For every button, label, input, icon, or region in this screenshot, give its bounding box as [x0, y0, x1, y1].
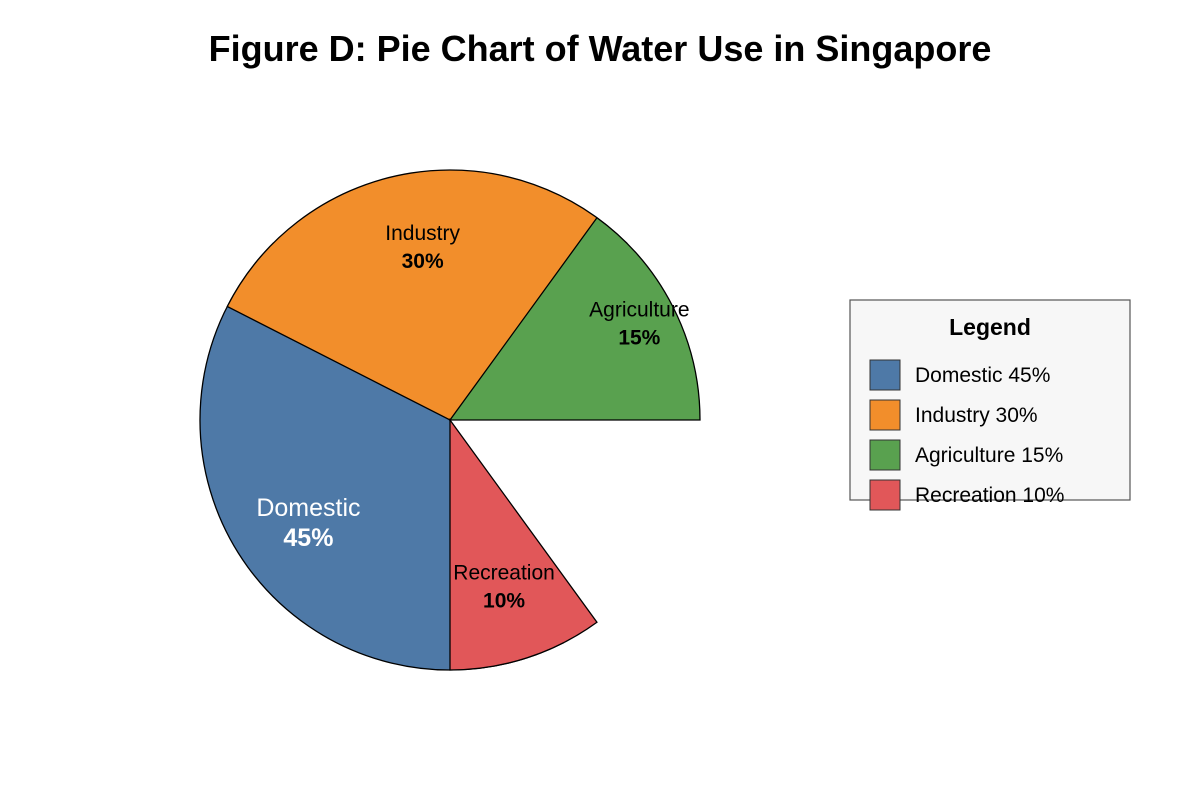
legend-title: Legend	[949, 314, 1031, 340]
slice-label-agriculture: Agriculture	[589, 299, 689, 322]
legend-label-agriculture: Agriculture 15%	[915, 444, 1063, 467]
slice-value-recreation: 10%	[483, 589, 525, 612]
chart-title: Figure D: Pie Chart of Water Use in Sing…	[209, 28, 992, 69]
legend-swatch-domestic	[869, 359, 901, 391]
pie-slice-recreation	[449, 417, 598, 671]
legend-label-recreation: Recreation 10%	[915, 484, 1064, 507]
legend: Legend Domestic 45% Industry 30% Agricultu…	[849, 299, 1131, 511]
slice-value-industry: 30%	[402, 250, 444, 273]
legend-label-domestic: Domestic 45%	[915, 364, 1050, 387]
slice-label-recreation: Recreation	[453, 561, 555, 584]
pie-slices	[199, 169, 701, 671]
slice-label-industry: Industry	[385, 222, 460, 245]
legend-label-industry: Industry 30%	[915, 404, 1038, 427]
slice-value-domestic: 45%	[283, 524, 333, 552]
pie-slice-agriculture	[448, 216, 701, 421]
legend-items: Domestic 45% Industry 30% Agriculture 15% R…	[869, 359, 1064, 511]
slice-label-domestic: Domestic	[256, 494, 360, 522]
legend-swatch-agriculture	[869, 439, 901, 471]
legend-swatch-recreation	[869, 479, 901, 511]
legend-swatch-industry	[869, 399, 901, 431]
pie-slice-industry	[226, 169, 628, 421]
slice-value-agriculture: 15%	[618, 327, 660, 350]
